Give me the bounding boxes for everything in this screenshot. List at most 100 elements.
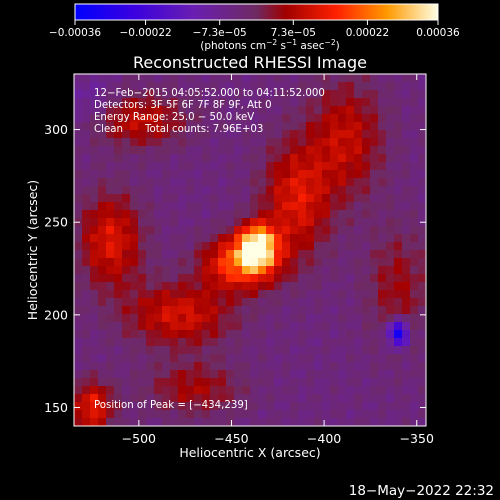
heatmap-cell xyxy=(242,418,251,426)
heatmap-cell xyxy=(306,394,315,403)
heatmap-cell xyxy=(82,82,91,91)
heatmap-cell xyxy=(282,138,291,147)
heatmap-cell xyxy=(114,274,123,283)
heatmap-cell xyxy=(162,314,171,323)
heatmap-cell xyxy=(386,322,395,331)
heatmap-cell xyxy=(322,362,331,371)
heatmap-cell xyxy=(202,114,211,123)
heatmap-cell xyxy=(338,402,347,411)
heatmap-cell xyxy=(322,322,331,331)
heatmap-cell xyxy=(114,210,123,219)
heatmap-cell xyxy=(274,346,283,355)
heatmap-cell xyxy=(298,306,307,315)
heatmap-cell xyxy=(266,306,275,315)
heatmap-cell xyxy=(290,114,299,123)
heatmap-cell xyxy=(218,306,227,315)
heatmap-cell xyxy=(234,82,243,91)
heatmap-cell xyxy=(362,362,371,371)
heatmap-cell xyxy=(338,138,347,147)
heatmap-cell xyxy=(330,314,339,323)
heatmap-cell xyxy=(354,402,363,411)
heatmap-cell xyxy=(290,282,299,291)
heatmap-cell xyxy=(362,298,371,307)
heatmap-cell xyxy=(330,226,339,235)
heatmap-cell xyxy=(298,266,307,275)
heatmap-cell xyxy=(386,210,395,219)
heatmap-cell xyxy=(234,418,243,426)
heatmap-cell xyxy=(122,82,131,91)
heatmap-cell xyxy=(178,330,187,339)
heatmap-cell xyxy=(154,402,163,411)
heatmap-cell xyxy=(234,154,243,163)
heatmap-cell xyxy=(282,250,291,259)
heatmap-cell xyxy=(114,402,123,411)
heatmap-cell xyxy=(314,98,323,107)
heatmap-cell xyxy=(290,330,299,339)
heatmap-cell xyxy=(266,394,275,403)
heatmap-cell xyxy=(322,282,331,291)
heatmap-cell xyxy=(98,146,107,155)
heatmap-cell xyxy=(178,418,187,426)
heatmap-cell xyxy=(258,90,267,99)
heatmap-cell xyxy=(314,90,323,99)
heatmap-cell xyxy=(154,306,163,315)
heatmap-cell xyxy=(162,370,171,379)
heatmap-cell xyxy=(354,346,363,355)
heatmap-cell xyxy=(274,154,283,163)
heatmap-cell xyxy=(386,74,395,83)
heatmap-cell xyxy=(82,234,91,243)
heatmap-cell xyxy=(322,346,331,355)
heatmap-cell xyxy=(218,146,227,155)
heatmap-cell xyxy=(330,162,339,171)
heatmap-cell xyxy=(282,74,291,83)
heatmap-cell xyxy=(82,346,91,355)
heatmap-cell xyxy=(330,122,339,131)
heatmap-cell xyxy=(186,322,195,331)
heatmap-cell xyxy=(258,266,267,275)
heatmap-cell xyxy=(186,162,195,171)
heatmap-cell xyxy=(418,130,426,139)
heatmap-cell xyxy=(98,194,107,203)
heatmap-cell xyxy=(74,346,83,355)
heatmap-cell xyxy=(386,418,395,426)
heatmap-cell xyxy=(274,138,283,147)
heatmap-cell xyxy=(162,354,171,363)
heatmap-cell xyxy=(266,162,275,171)
heatmap-cell xyxy=(346,122,355,131)
heatmap-cell xyxy=(338,154,347,163)
heatmap-cell xyxy=(82,218,91,227)
heatmap-cell xyxy=(370,162,379,171)
heatmap-cell xyxy=(370,338,379,347)
heatmap-cell xyxy=(194,290,203,299)
heatmap-cell xyxy=(290,290,299,299)
heatmap-cell xyxy=(74,306,83,315)
heatmap-cell xyxy=(282,186,291,195)
heatmap-cell xyxy=(106,314,115,323)
heatmap-cell xyxy=(346,250,355,259)
heatmap-cell xyxy=(74,146,83,155)
heatmap-cell xyxy=(234,186,243,195)
heatmap-cell xyxy=(322,82,331,91)
heatmap-cell xyxy=(146,146,155,155)
heatmap-cell xyxy=(394,346,403,355)
heatmap-cell xyxy=(354,394,363,403)
heatmap-cell xyxy=(418,146,426,155)
heatmap-cell xyxy=(170,146,179,155)
heatmap-cell xyxy=(74,74,83,83)
heatmap-cell xyxy=(274,410,283,419)
heatmap-cell xyxy=(394,378,403,387)
heatmap-cell xyxy=(370,298,379,307)
heatmap-cell xyxy=(298,74,307,83)
heatmap-cell xyxy=(130,234,139,243)
heatmap-cell xyxy=(354,258,363,267)
heatmap-cell xyxy=(98,106,107,115)
heatmap-cell xyxy=(74,170,83,179)
heatmap-cell xyxy=(258,314,267,323)
heatmap-cell xyxy=(322,178,331,187)
heatmap-cell xyxy=(154,162,163,171)
heatmap-cell xyxy=(410,194,419,203)
heatmap-cell xyxy=(178,274,187,283)
heatmap-cell xyxy=(370,178,379,187)
heatmap-cell xyxy=(338,258,347,267)
heatmap-cell xyxy=(266,210,275,219)
